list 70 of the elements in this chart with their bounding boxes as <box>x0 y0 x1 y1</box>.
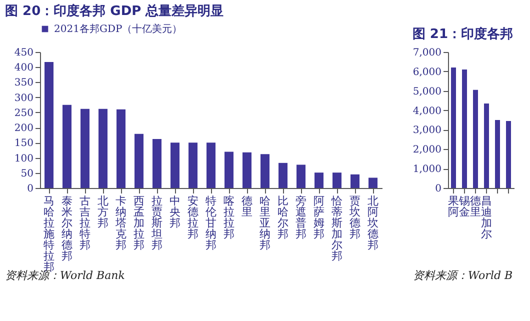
bar <box>242 152 252 188</box>
x-tick-label: 德里 <box>242 194 252 218</box>
x-tick-label: 马哈拉施特拉邦 <box>44 194 54 274</box>
bar <box>462 69 467 188</box>
bar <box>473 90 478 188</box>
bar <box>296 164 306 188</box>
x-tick-label: 喀拉拉邦 <box>224 194 234 240</box>
x-tick-label: 北阿坎德邦 <box>366 194 378 252</box>
x-tick-label: 北方邦 <box>98 194 108 230</box>
y-tick-label: 3,000 <box>412 125 442 136</box>
bar <box>260 154 270 188</box>
y-tick-label: 4,000 <box>412 106 442 117</box>
bar <box>206 142 216 188</box>
y-tick-label: 6,000 <box>412 66 442 78</box>
x-tick-label: 哈里亚纳邦 <box>260 194 270 252</box>
x-tick-label: 贾坎德邦 <box>348 194 360 240</box>
chart-title: 图 21：印度各邦 <box>412 26 513 42</box>
x-tick-label: 拉贾斯坦邦 <box>150 194 162 252</box>
x-tick-label: 卡纳塔克邦 <box>114 194 126 252</box>
bar <box>332 172 342 188</box>
bar <box>278 162 288 188</box>
x-tick-label: 西孟加拉邦 <box>134 194 144 252</box>
y-tick-label: 50 <box>20 168 34 180</box>
x-tick-label: 德里 <box>470 194 481 218</box>
bar <box>116 109 126 188</box>
bar <box>188 142 198 188</box>
bar <box>98 108 108 188</box>
y-tick-label: 250 <box>14 108 34 119</box>
x-tick-label: 旁遮普邦 <box>296 194 306 240</box>
bar <box>152 139 162 188</box>
y-tick-label: 150 <box>14 138 34 150</box>
x-tick-label: 果阿 <box>448 194 459 218</box>
bar <box>44 62 54 188</box>
bar <box>495 120 500 188</box>
x-tick-label: 锡金 <box>458 194 470 218</box>
x-tick-label: 古吉拉特邦 <box>80 194 90 252</box>
bar <box>80 108 90 188</box>
bar <box>484 103 489 188</box>
y-tick-label: 1,000 <box>412 164 442 176</box>
y-tick-label: 350 <box>14 78 34 89</box>
bar <box>451 68 456 188</box>
y-tick-label: 0 <box>435 184 442 194</box>
bar <box>368 178 378 188</box>
y-tick-label: 400 <box>14 62 34 74</box>
bar <box>134 134 144 188</box>
y-tick-label: 7,000 <box>412 48 442 58</box>
bar <box>314 172 324 188</box>
x-tick-label: 泰米尔纳德邦 <box>62 194 72 262</box>
x-tick-label: 安德拉邦 <box>188 194 198 240</box>
x-tick-label: 阿萨姆邦 <box>314 194 324 240</box>
x-tick-label: 恰蒂斯加尔邦 <box>330 194 342 262</box>
y-tick-label: 100 <box>14 153 34 164</box>
bar <box>224 152 234 188</box>
y-tick-label: 0 <box>27 184 34 194</box>
legend-label: 2021各邦GDP（十亿美元） <box>54 23 182 35</box>
bar <box>170 142 180 188</box>
x-tick-label: 中央邦 <box>170 194 180 230</box>
x-tick-label: 特伦甘纳邦 <box>206 194 216 252</box>
bar <box>62 104 72 188</box>
x-tick-label: 昌迪加尔 <box>481 194 492 240</box>
y-tick-label: 300 <box>14 92 34 104</box>
bar <box>506 120 511 188</box>
bar <box>350 174 360 188</box>
y-tick-label: 450 <box>14 48 34 58</box>
y-tick-label: 5,000 <box>412 86 442 98</box>
x-tick-label: 比哈尔邦 <box>278 194 288 240</box>
y-tick-label: 2,000 <box>412 144 442 156</box>
text: 资料来源：World B <box>413 269 513 282</box>
y-tick-label: 200 <box>14 123 34 134</box>
chart-title: 图 20：印度各邦 GDP 总量差异明显 <box>5 3 224 19</box>
